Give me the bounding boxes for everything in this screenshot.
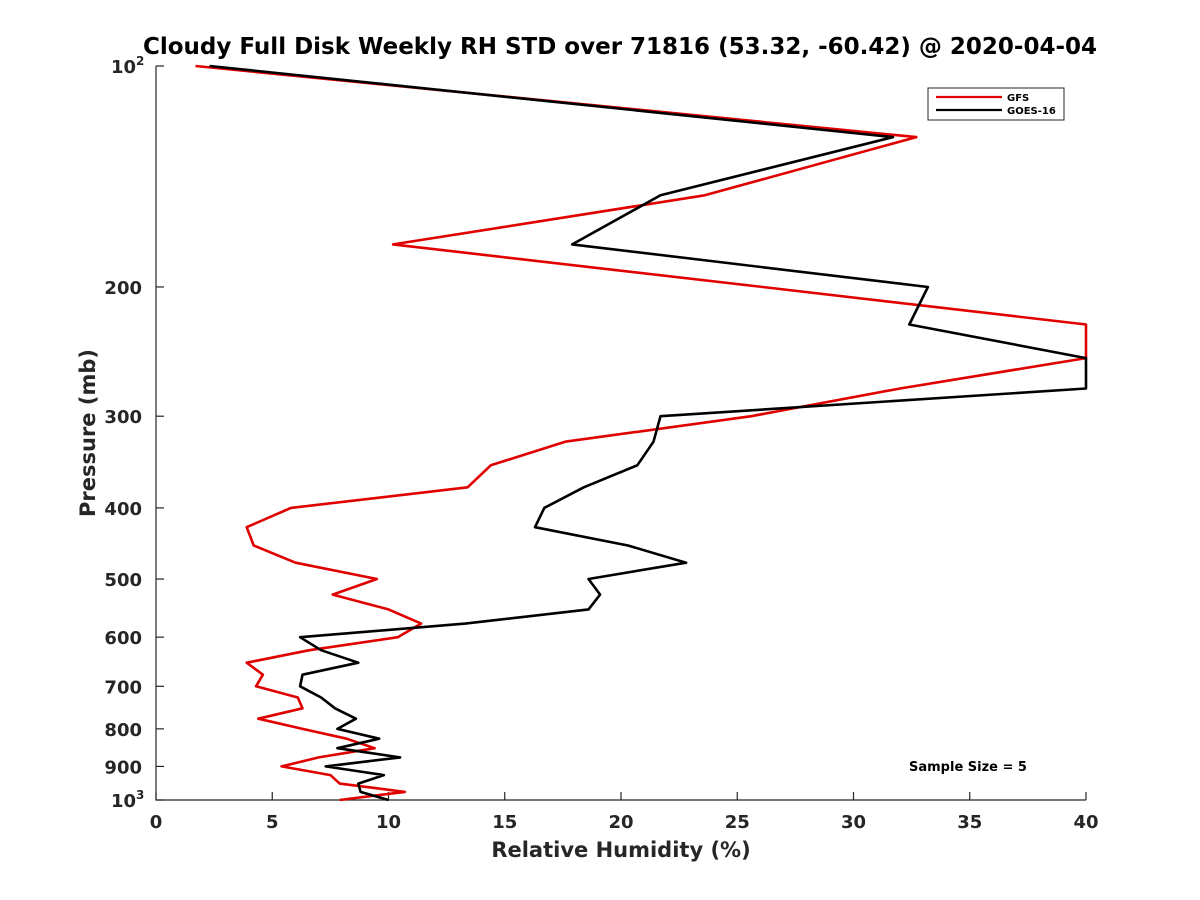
x-tick-label: 35: [957, 812, 982, 833]
legend-label-gfs: GFS: [1007, 93, 1029, 104]
x-tick-label: 15: [492, 812, 517, 833]
x-tick-label: 0: [150, 812, 163, 833]
plot-area: 0 5 10 15 20 25 30 35 40 10 220030040050060070080…: [104, 54, 1098, 833]
series-line-goes-16: [209, 64, 1088, 802]
sample-size-annotation: Sample Size = 5: [909, 760, 1027, 775]
legend-box: [927, 87, 1065, 121]
y-tick-label: 500: [104, 570, 142, 591]
legend: GFS GOES-16: [927, 87, 1065, 121]
y-tick-label: 800: [104, 720, 142, 741]
y-tick-label: 10: [111, 57, 136, 78]
y-tick-exponent: 3: [136, 788, 144, 802]
y-tick-label: 600: [104, 628, 142, 649]
x-tick-label: 20: [608, 812, 633, 833]
x-tick-label: 10: [376, 812, 401, 833]
y-tick-exponent: 2: [136, 54, 144, 68]
x-tick-label: 5: [266, 812, 279, 833]
y-axis-label: Pressure (mb): [76, 349, 100, 517]
y-tick-label: 900: [104, 757, 142, 778]
y-tick-label: 400: [104, 499, 142, 520]
chart-title: Cloudy Full Disk Weekly RH STD over 7181…: [143, 34, 1097, 60]
x-tick-label: 25: [725, 812, 750, 833]
x-tick-label: 30: [841, 812, 866, 833]
y-tick-label: 700: [104, 677, 142, 698]
y-tick-label: 200: [104, 278, 142, 299]
series-layer: [195, 64, 1088, 802]
series-line-gfs: [195, 64, 1088, 802]
y-tick-label: 300: [104, 407, 142, 428]
y-tick-label: 10: [111, 791, 136, 812]
legend-label-goes-16: GOES-16: [1007, 106, 1056, 117]
x-axis: 0 5 10 15 20 25 30 35 40: [150, 792, 1099, 833]
x-tick-label: 40: [1073, 812, 1098, 833]
x-axis-label: Relative Humidity (%): [491, 838, 750, 862]
